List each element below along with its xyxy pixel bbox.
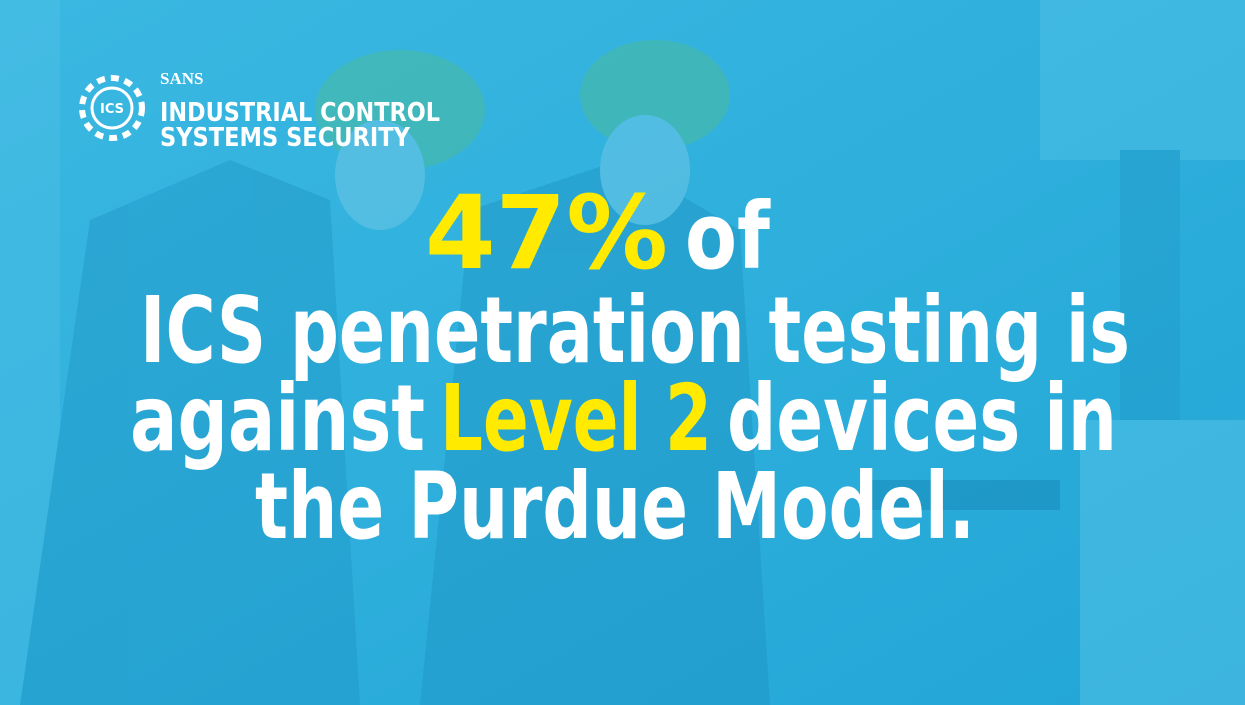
logo-gear xyxy=(79,75,145,141)
logo: ICS SANS INDUSTRIAL CONTROL SYSTEMS SECU… xyxy=(79,69,440,153)
logo-badge: ICS xyxy=(100,102,124,117)
logo-ring xyxy=(90,86,134,130)
headline-highlight: Level 2 xyxy=(440,365,712,472)
logo-brand: SANS xyxy=(160,69,203,88)
headline-text: the Purdue Model. xyxy=(255,453,975,560)
logo-line: SYSTEMS SECURITY xyxy=(160,123,411,153)
headline: 47% of ICS penetration testing is agains… xyxy=(130,174,1130,560)
headline-text: devices in xyxy=(727,365,1117,472)
headline-text: against xyxy=(130,365,425,472)
headline-stat: 47% xyxy=(425,174,668,293)
headline-text: of xyxy=(685,183,771,290)
headline-text: ICS penetration testing is xyxy=(140,277,1130,384)
logo-line: INDUSTRIAL CONTROL xyxy=(160,98,440,128)
